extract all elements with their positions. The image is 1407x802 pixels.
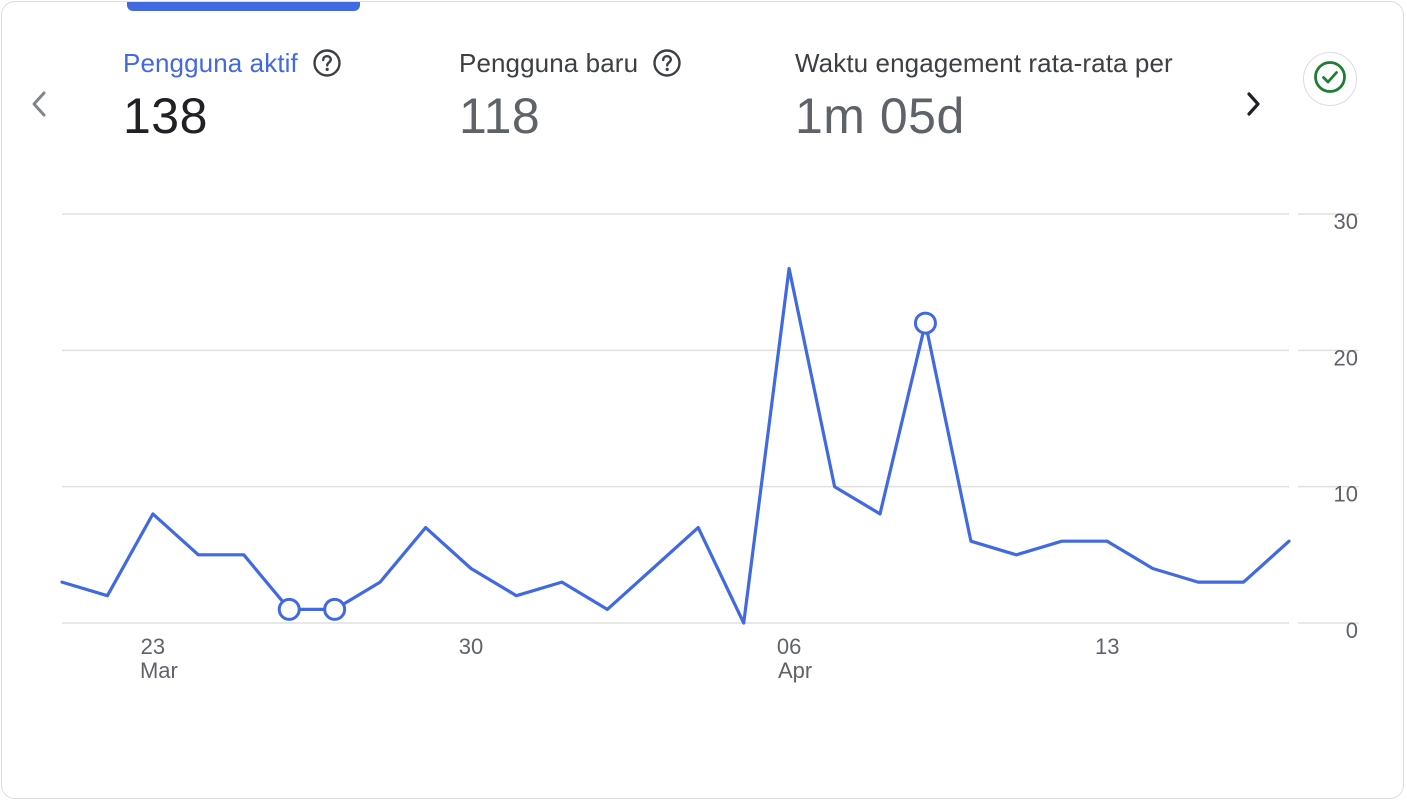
y-tick-label: 0 (1346, 618, 1358, 643)
x-tick-label: 13 (1095, 634, 1119, 659)
metric-label: Pengguna baru (459, 47, 639, 78)
chevron-right-icon[interactable] (1233, 84, 1273, 124)
metric-tab-avg-engagement-time[interactable]: Waktu engagement rata-rata per 1m 05d (795, 44, 1213, 146)
help-circle-icon[interactable] (652, 48, 682, 78)
data-point-marker[interactable] (323, 597, 347, 621)
chevron-left-icon[interactable] (19, 84, 59, 124)
help-circle-icon[interactable] (312, 48, 342, 78)
x-tick-label: 23 (141, 634, 165, 659)
check-circle-icon (1313, 60, 1347, 99)
y-tick-label: 10 (1334, 482, 1358, 507)
metric-value: 138 (123, 88, 208, 144)
metric-value: 1m 05d (795, 88, 965, 144)
active-tab-indicator (127, 2, 360, 11)
series-line-active-users (60, 266, 1291, 625)
y-tick-label: 20 (1334, 345, 1358, 370)
x-tick-month-label: Mar (140, 658, 178, 683)
metric-tab-active-users[interactable]: Pengguna aktif 138 (123, 44, 342, 146)
x-tick-month-label: Apr (778, 658, 812, 683)
metric-label: Pengguna aktif (123, 47, 298, 78)
chart-y-axis: 0 10 20 30 (1334, 209, 1358, 643)
y-tick-label: 30 (1334, 209, 1358, 234)
x-tick-label: 30 (459, 634, 483, 659)
x-tick-label: 06 (777, 634, 801, 659)
chart-markers (277, 311, 937, 621)
status-button[interactable] (1303, 52, 1357, 106)
metric-label: Waktu engagement rata-rata per (795, 47, 1173, 78)
data-point-marker[interactable] (913, 311, 937, 335)
metric-value: 118 (459, 88, 541, 144)
data-point-marker[interactable] (277, 597, 301, 621)
chart-gridlines (62, 213, 1359, 624)
metric-tab-new-users[interactable]: Pengguna baru 118 (459, 44, 682, 146)
